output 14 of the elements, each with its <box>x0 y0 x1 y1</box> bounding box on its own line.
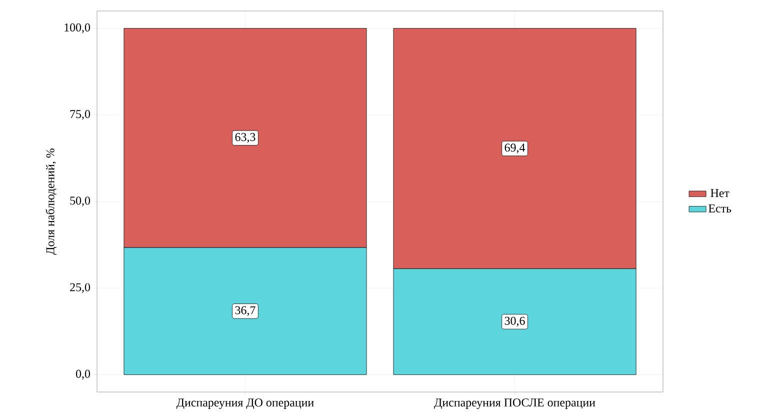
x-tick-label: Диспареуния ДО операции <box>176 398 314 410</box>
data-label: 63,3 <box>235 133 256 143</box>
y-tick-label: 0,0 <box>76 370 90 380</box>
y-tick-label: 50,0 <box>70 196 90 206</box>
data-label: 69,4 <box>504 144 526 154</box>
legend-label: Есть <box>708 204 732 212</box>
y-tick-label: 100,0 <box>64 23 90 34</box>
data-label: 36,7 <box>235 306 256 316</box>
y-tick-label: 25,0 <box>70 283 90 293</box>
y-tick-label: 75,0 <box>70 110 90 120</box>
y-axis-title: Доля наблюдений, % <box>46 148 57 255</box>
legend-label: Нет <box>710 189 730 198</box>
x-tick-label: Диспареуния ПОСЛЕ операции <box>434 398 596 410</box>
data-label: 30,6 <box>504 316 525 327</box>
